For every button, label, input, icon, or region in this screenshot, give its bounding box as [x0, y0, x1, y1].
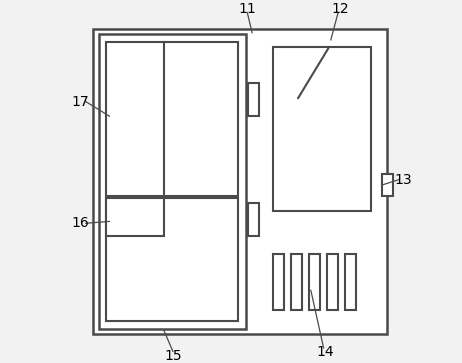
Text: 15: 15 [164, 349, 182, 363]
Text: 12: 12 [331, 2, 349, 16]
Bar [106, 198, 238, 321]
Bar [345, 254, 356, 310]
Bar [273, 254, 284, 310]
Bar [93, 29, 387, 334]
Bar [249, 203, 259, 236]
Text: 14: 14 [316, 345, 334, 359]
Bar [382, 174, 393, 196]
Text: 13: 13 [395, 173, 412, 187]
Bar [273, 47, 371, 211]
Bar [106, 42, 238, 196]
Text: 11: 11 [238, 2, 256, 16]
Text: 17: 17 [72, 95, 89, 109]
Bar [106, 198, 164, 236]
Bar [291, 254, 302, 310]
Bar [249, 83, 259, 116]
Bar [98, 34, 245, 329]
Bar [327, 254, 338, 310]
Text: 16: 16 [72, 216, 89, 230]
Bar [309, 254, 320, 310]
